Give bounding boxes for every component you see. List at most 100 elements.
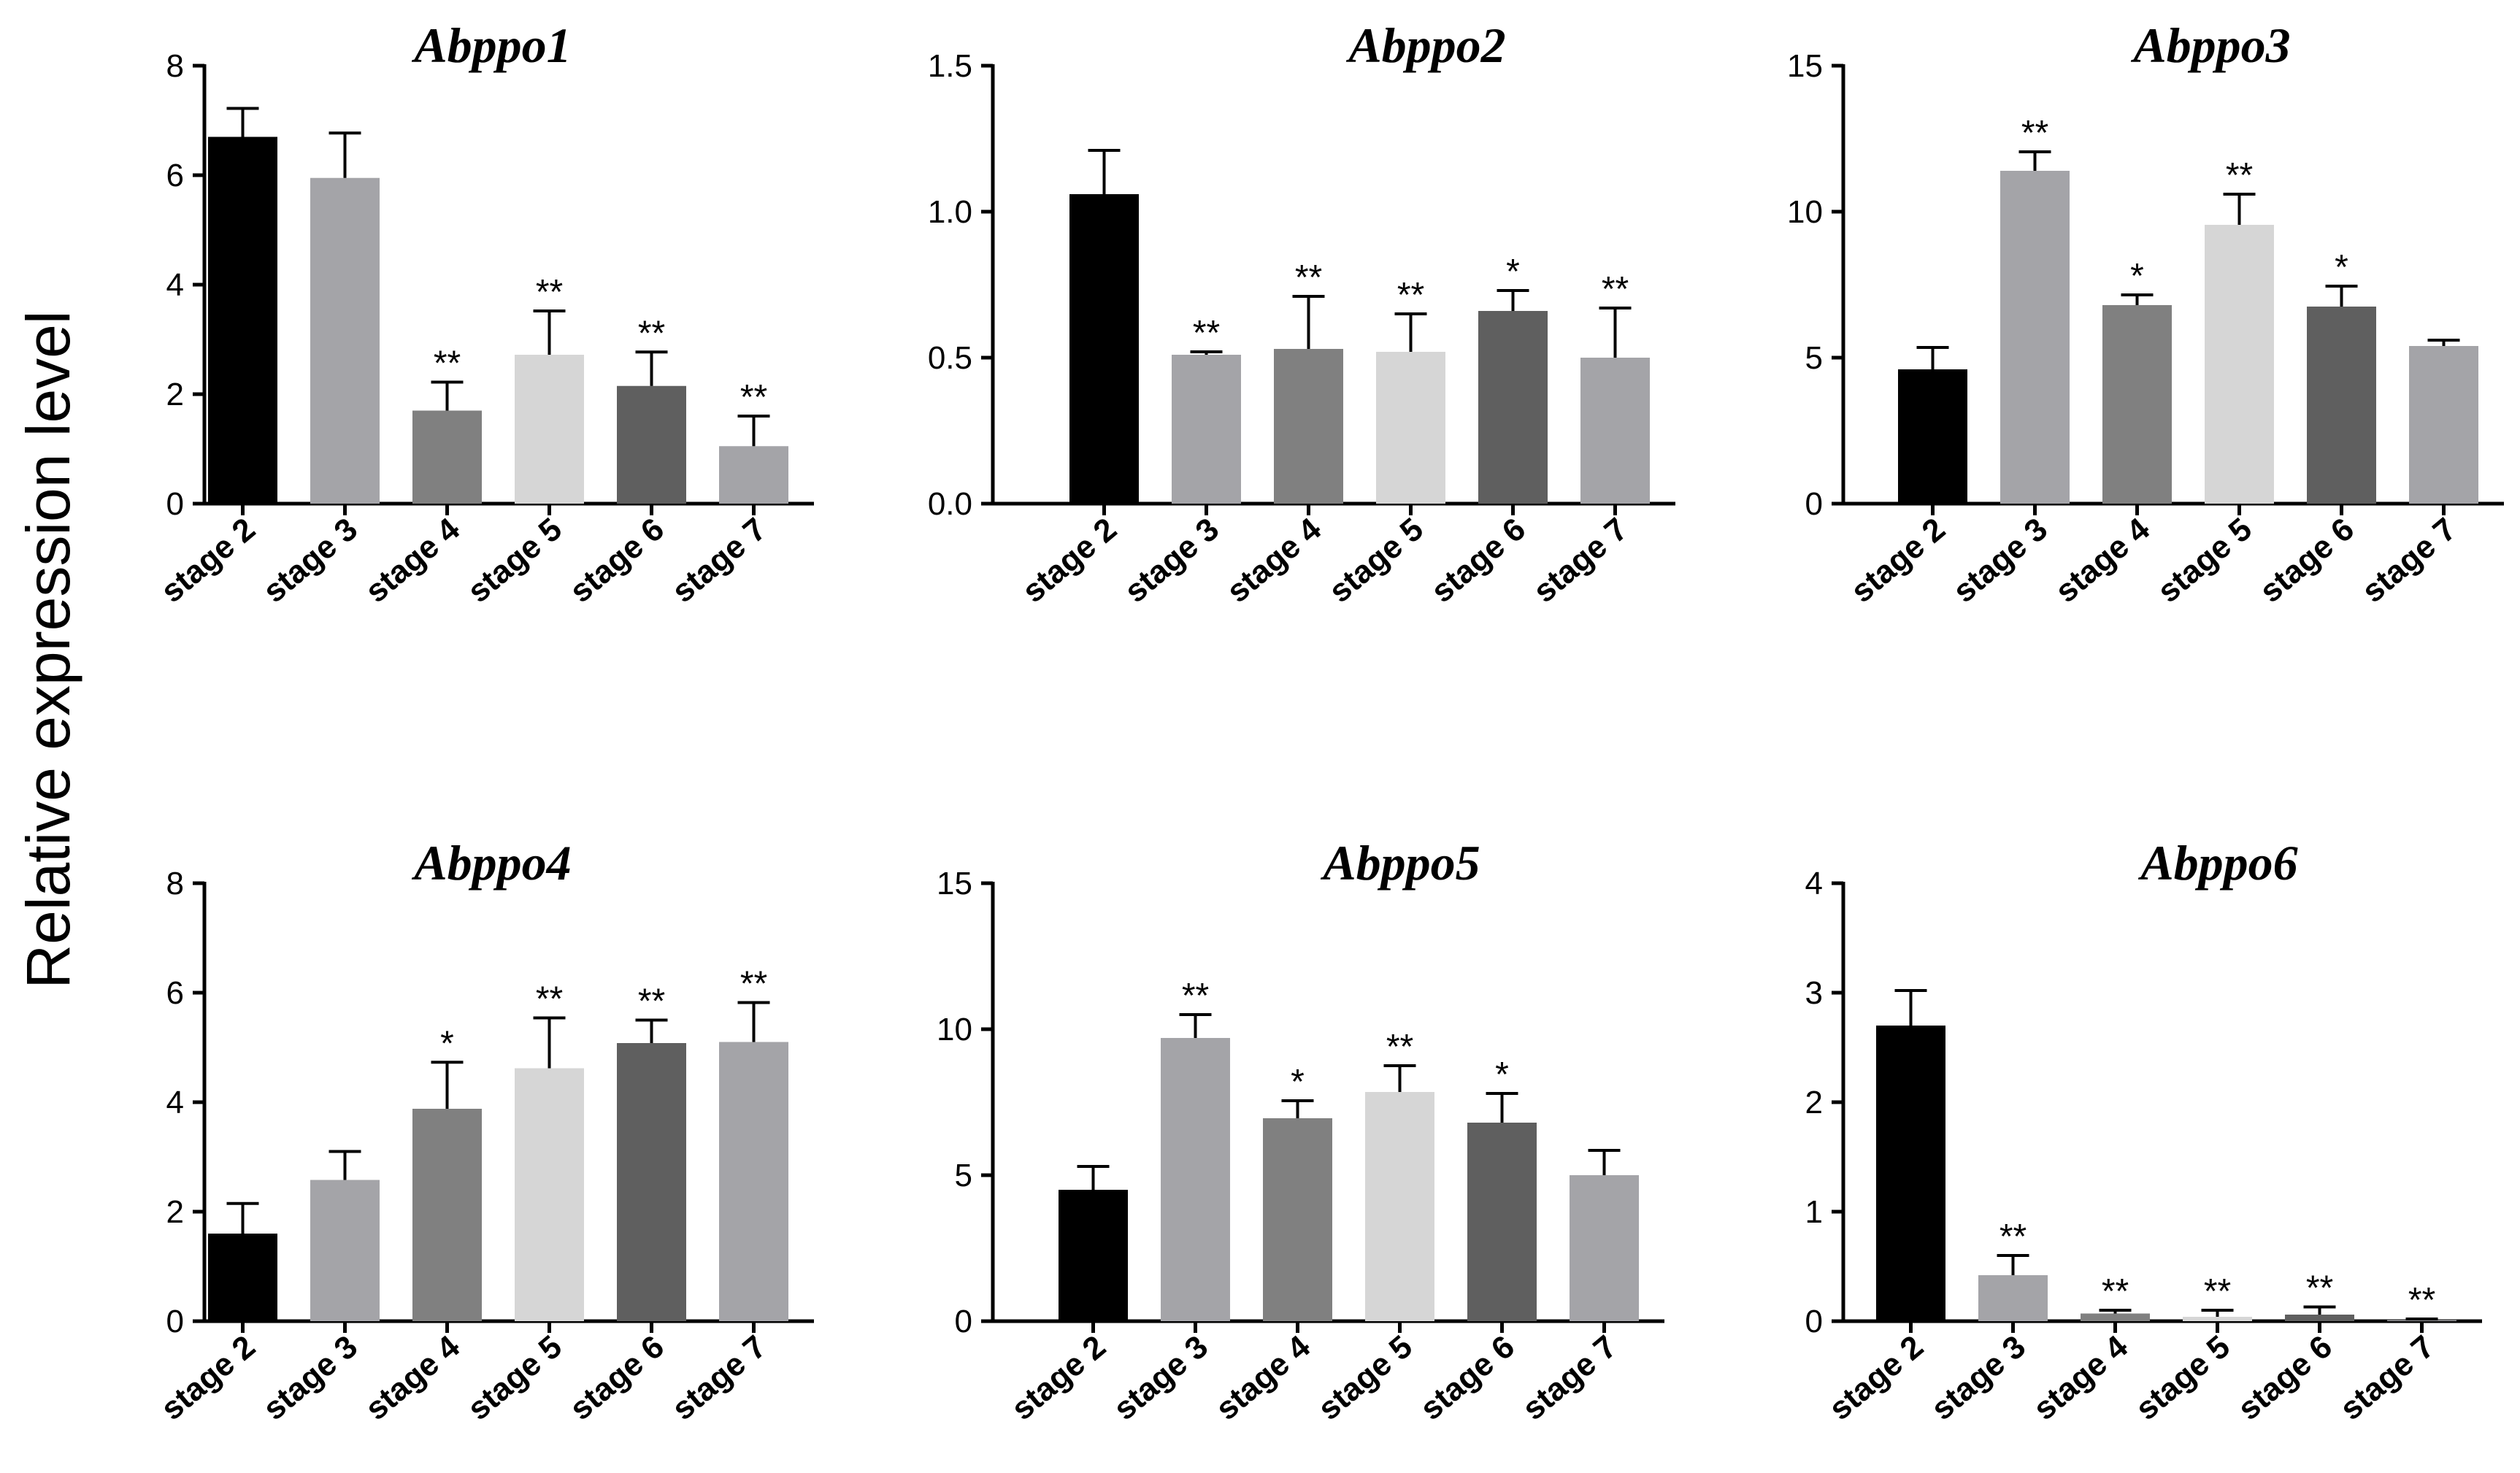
y-tick-label: 0 <box>166 1304 184 1339</box>
significance-marker: ** <box>2306 1269 2333 1308</box>
x-tick-label: stage 7 <box>1516 1328 1624 1427</box>
bar-stage-4 <box>2102 305 2172 504</box>
chart-title: Abppo1 <box>411 18 571 73</box>
x-tick-label: stage 4 <box>2027 1328 2135 1427</box>
bar-stage-7 <box>719 1042 788 1321</box>
bar-stage-6 <box>2307 307 2376 504</box>
y-tick-label: 1.5 <box>928 48 972 84</box>
significance-marker: ** <box>2102 1272 2129 1311</box>
bar-stage-5 <box>1365 1092 1434 1321</box>
bar-stage-3 <box>1172 355 1241 504</box>
x-tick-label: stage 6 <box>1413 1328 1521 1427</box>
bar-stage-2 <box>1898 369 1967 504</box>
bar-stage-2 <box>1059 1190 1128 1321</box>
x-tick-label: stage 6 <box>2253 511 2361 609</box>
bar-stage-5 <box>2183 1317 2252 1321</box>
significance-marker: ** <box>434 345 461 383</box>
significance-marker: ** <box>1182 977 1209 1015</box>
bar-stage-7 <box>1580 358 1650 504</box>
bar-stage-7 <box>1570 1175 1639 1321</box>
significance-marker: ** <box>1295 258 1322 297</box>
significance-marker: ** <box>2000 1218 2027 1256</box>
x-tick-label: stage 2 <box>1015 511 1123 609</box>
bar-stage-2 <box>208 1234 277 1321</box>
y-tick-label: 5 <box>1805 340 1823 376</box>
y-tick-label: 8 <box>166 48 184 84</box>
x-tick-label: stage 7 <box>2355 511 2463 609</box>
bar-stage-5 <box>2205 225 2274 504</box>
y-tick-label: 4 <box>1805 866 1823 901</box>
bar-stage-2 <box>208 136 277 504</box>
significance-marker: ** <box>1386 1028 1413 1066</box>
x-tick-label: stage 7 <box>2333 1328 2441 1427</box>
bar-stage-3 <box>1161 1038 1230 1321</box>
bar-stage-2 <box>1069 194 1139 504</box>
x-tick-label: stage 4 <box>2048 511 2156 609</box>
x-tick-label: stage 4 <box>1209 1328 1317 1427</box>
bar-stage-6 <box>617 385 686 504</box>
significance-marker: ** <box>1193 314 1220 353</box>
y-tick-label: 2 <box>166 377 184 412</box>
x-tick-label: stage 5 <box>1311 1328 1419 1427</box>
significance-marker: * <box>1291 1063 1305 1101</box>
significance-marker: ** <box>536 980 563 1019</box>
chart-panel-3: Abppo3 0 5 10 15 stage 2 ** stage 3 * stage 4 ** st… <box>1787 18 2504 609</box>
significance-marker: ** <box>740 965 767 1004</box>
chart-title: Abppo4 <box>411 835 571 891</box>
y-tick-label: 0 <box>955 1304 972 1339</box>
significance-marker: ** <box>2021 114 2048 153</box>
significance-marker: * <box>2335 248 2348 287</box>
chart-title: Abppo3 <box>2130 18 2290 73</box>
bar-stage-6 <box>2285 1315 2354 1321</box>
x-tick-label: stage 6 <box>2231 1328 2339 1427</box>
bar-stage-5 <box>515 1068 584 1321</box>
bar-stage-4 <box>1263 1118 1332 1321</box>
x-tick-label: stage 5 <box>1322 511 1430 609</box>
y-tick-label: 8 <box>166 866 184 901</box>
bar-stage-4 <box>2081 1313 2150 1321</box>
significance-marker: ** <box>740 378 767 417</box>
bar-stage-2 <box>1876 1026 1945 1321</box>
chart-panel-2: Abppo2 0.0 0.5 1.0 1.5 stage 2 ** stage 3 ** stag… <box>928 18 1675 609</box>
x-tick-label: stage 2 <box>154 1328 262 1427</box>
x-tick-label: stage 5 <box>461 511 569 609</box>
significance-marker: ** <box>2408 1281 2435 1320</box>
y-tick-label: 5 <box>955 1158 972 1193</box>
significance-marker: * <box>1506 253 1520 291</box>
x-tick-label: stage 6 <box>563 1328 671 1427</box>
y-tick-label: 4 <box>166 267 184 303</box>
bar-stage-7 <box>2409 346 2478 504</box>
significance-marker: ** <box>638 314 665 353</box>
x-tick-label: stage 6 <box>1424 511 1532 609</box>
x-tick-label: stage 2 <box>1004 1328 1113 1427</box>
significance-marker: ** <box>638 982 665 1021</box>
y-tick-label: 6 <box>166 975 184 1011</box>
x-tick-label: stage 7 <box>1526 511 1634 609</box>
x-tick-label: stage 5 <box>2129 1328 2237 1427</box>
x-tick-label: stage 7 <box>665 511 773 609</box>
x-tick-label: stage 3 <box>1946 511 2054 609</box>
x-tick-label: stage 2 <box>1822 1328 1930 1427</box>
y-tick-label: 0.0 <box>928 486 972 522</box>
chart-panel-5: Abppo5 0 5 10 15 stage 2 ** stage 3 * stage 4 ** st… <box>937 835 1664 1427</box>
y-tick-label: 3 <box>1805 975 1823 1011</box>
bar-stage-3 <box>310 177 380 504</box>
x-tick-label: stage 4 <box>1220 511 1328 609</box>
x-tick-label: stage 3 <box>1107 1328 1215 1427</box>
y-tick-label: 4 <box>166 1085 184 1120</box>
shared-y-axis-label: Relative expression level <box>14 310 82 988</box>
bar-stage-3 <box>1978 1275 2048 1321</box>
y-tick-label: 1 <box>1805 1194 1823 1230</box>
chart-title: Abppo5 <box>1320 835 1480 891</box>
bar-stage-5 <box>515 355 584 504</box>
x-tick-label: stage 3 <box>256 1328 364 1427</box>
significance-marker: * <box>2130 257 2144 296</box>
significance-marker: ** <box>2226 156 2253 195</box>
x-tick-label: stage 3 <box>1118 511 1226 609</box>
bar-stage-6 <box>1467 1123 1537 1321</box>
bar-stage-6 <box>1478 311 1548 504</box>
bar-stage-3 <box>310 1180 380 1321</box>
y-tick-label: 2 <box>166 1194 184 1230</box>
y-tick-label: 1.0 <box>928 194 972 230</box>
